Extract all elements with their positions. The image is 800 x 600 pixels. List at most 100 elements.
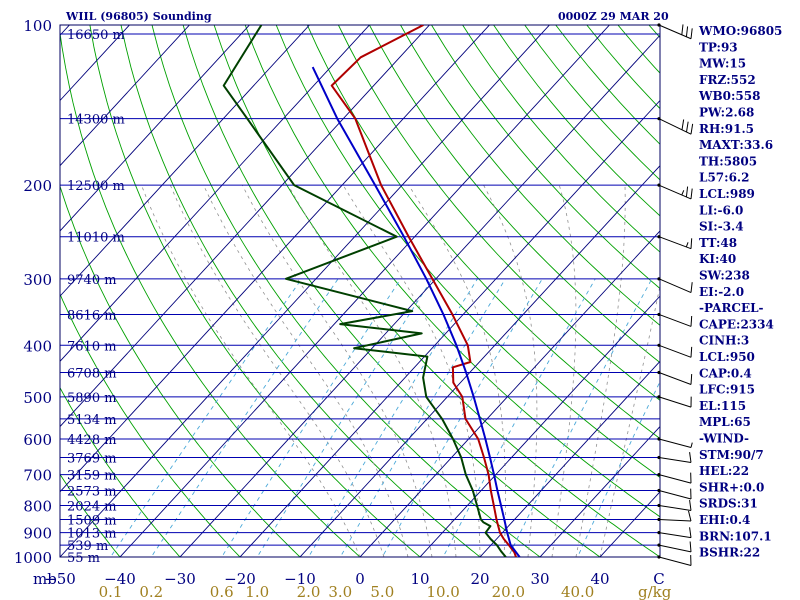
station-info-item: EL:115 bbox=[699, 399, 746, 413]
wind-barb-base bbox=[657, 503, 661, 508]
wind-barb-flag bbox=[690, 28, 693, 39]
wind-barb-staff bbox=[658, 438, 692, 448]
wind-barb-staff bbox=[658, 544, 692, 553]
pressure-tick-label: 1000 bbox=[14, 549, 52, 567]
station-info-item: LI:-6.0 bbox=[699, 203, 743, 217]
wind-barb-base bbox=[657, 455, 661, 460]
wind-barb-half-flag bbox=[685, 242, 689, 248]
mixing-ratio-tick-label: 0.6 bbox=[210, 583, 234, 600]
temperature-tick-label: −20 bbox=[224, 570, 256, 588]
wind-barb-base bbox=[657, 23, 661, 27]
wind-barb-staff bbox=[658, 344, 692, 358]
isotherm-line bbox=[539, 425, 660, 557]
wind-barb bbox=[657, 235, 693, 250]
temperature-tick-label: 20 bbox=[470, 570, 489, 588]
wind-barb-flag bbox=[690, 188, 693, 199]
height-level-label: 1509 m bbox=[67, 513, 117, 528]
isotherm-line bbox=[60, 25, 431, 428]
temperature-unit-label: C bbox=[653, 570, 664, 588]
wind-barb-staff bbox=[658, 118, 692, 135]
wind-barb-flag bbox=[685, 26, 689, 37]
wind-barb-staff bbox=[658, 518, 692, 522]
station-info-item: MPL:65 bbox=[699, 415, 751, 429]
pressure-tick-label: 600 bbox=[23, 431, 52, 449]
mixing-ratio-line bbox=[339, 278, 506, 557]
wind-barb-base bbox=[657, 531, 661, 535]
wind-barb-base bbox=[657, 543, 661, 547]
mixing-ratio-tick-label: 3.0 bbox=[328, 583, 352, 600]
isotherm-line bbox=[60, 25, 251, 232]
wind-barb-base bbox=[657, 437, 661, 441]
height-level-label: 11010 m bbox=[67, 231, 125, 246]
station-info-item: STM:90/7 bbox=[699, 448, 764, 462]
isotherm-line bbox=[479, 360, 660, 557]
moist-adiabat-line bbox=[141, 184, 361, 557]
isotherm-line bbox=[359, 230, 660, 557]
wind-barb-flag bbox=[681, 24, 684, 35]
station-info-item: -WIND- bbox=[699, 432, 749, 446]
wind-barb bbox=[657, 500, 692, 511]
wind-barb-staff bbox=[658, 236, 692, 250]
wind-barb-base bbox=[657, 517, 661, 522]
wind-barb-flag bbox=[690, 282, 693, 293]
wind-barb bbox=[657, 395, 692, 408]
station-info-item: LFC:915 bbox=[699, 383, 755, 397]
wind-barb-staff bbox=[658, 490, 692, 500]
dry-adiabat-line bbox=[60, 473, 121, 557]
station-info-item: SI:-3.4 bbox=[699, 220, 744, 234]
wind-barb bbox=[657, 370, 693, 385]
series-group bbox=[222, 25, 521, 557]
mixing-ratio-line bbox=[577, 380, 660, 557]
wind-barb-base bbox=[657, 312, 661, 317]
wind-barb-staff bbox=[658, 456, 692, 463]
mixing-ratio-tick-label: 40.0 bbox=[561, 583, 594, 600]
dry-adiabat-line bbox=[60, 184, 301, 557]
isotherm-line bbox=[60, 25, 491, 493]
wind-barb bbox=[657, 555, 692, 566]
dry-adiabat-line bbox=[151, 25, 541, 557]
station-info-item: TH:5805 bbox=[699, 154, 757, 168]
mixing-ratio-line bbox=[109, 278, 303, 557]
temperature-tick-label: 30 bbox=[530, 570, 549, 588]
station-info-item: LCL:989 bbox=[699, 187, 755, 201]
wind-barb-staff bbox=[658, 278, 692, 294]
isotherm-line bbox=[239, 99, 660, 557]
mixing-ratio-tick-label: 10.0 bbox=[426, 583, 459, 600]
wind-barb-flag bbox=[690, 374, 693, 385]
wind-barb-base bbox=[657, 183, 661, 187]
pressure-tick-label: 900 bbox=[23, 525, 52, 543]
wind-barb-base bbox=[657, 488, 661, 493]
dry-adiabat-line bbox=[244, 25, 660, 518]
station-info-item: RH:91.5 bbox=[699, 122, 754, 136]
wind-barb bbox=[657, 452, 692, 463]
pressure-tick-label: 500 bbox=[23, 389, 52, 407]
station-info-item: CAP:0.4 bbox=[699, 366, 752, 380]
station-info-item: SHR+:0.0 bbox=[699, 480, 764, 494]
wind-barb bbox=[657, 527, 692, 539]
isotherm-line bbox=[60, 25, 551, 557]
station-info-item: MW:15 bbox=[699, 57, 746, 71]
height-level-label: 6708 m bbox=[67, 367, 117, 382]
mixing-ratio-line bbox=[381, 278, 543, 557]
station-info-item: TP:93 bbox=[699, 40, 738, 54]
pressure-tick-label: 200 bbox=[23, 177, 52, 195]
wind-barb bbox=[657, 277, 693, 294]
station-info-item: TT:48 bbox=[699, 236, 737, 250]
height-level-label: 55 m bbox=[67, 551, 100, 566]
temperature-tick-label: −50 bbox=[44, 570, 76, 588]
dry-adiabat-line bbox=[462, 25, 660, 253]
station-info-item: PW:2.68 bbox=[699, 106, 754, 120]
wind-barb-staff bbox=[658, 24, 692, 40]
dry-adiabat-line bbox=[275, 25, 660, 478]
dry-adiabat-line bbox=[400, 25, 660, 326]
wind-barb-flag bbox=[687, 510, 692, 522]
wind-barb-base bbox=[657, 370, 661, 375]
station-info-item: CAPE:2334 bbox=[699, 317, 774, 331]
wind-barb-flag bbox=[689, 452, 692, 463]
station-info-item: SRDS:31 bbox=[699, 497, 758, 511]
height-level-label: 539 m bbox=[67, 539, 108, 554]
height-level-label: 14300 m bbox=[67, 113, 125, 128]
wind-barb bbox=[657, 488, 692, 500]
height-level-label: 8616 m bbox=[67, 308, 117, 323]
